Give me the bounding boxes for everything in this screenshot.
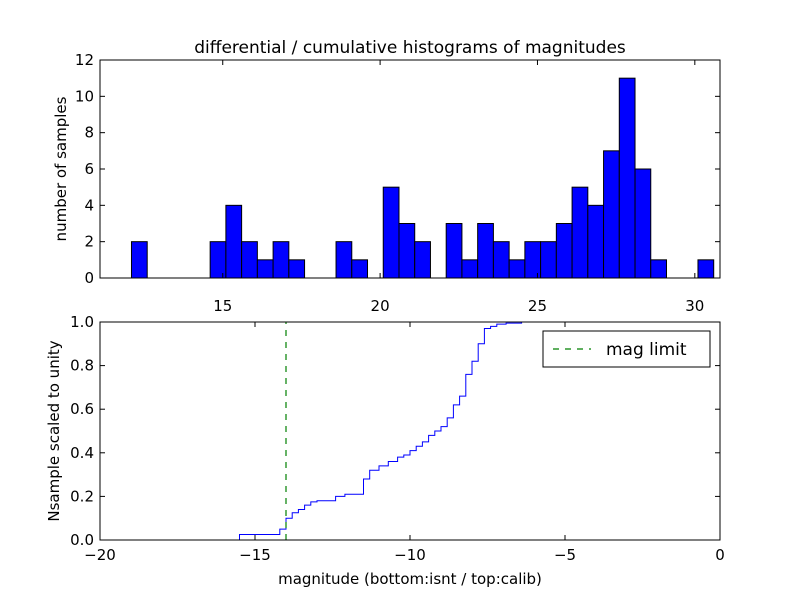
y-tick-label: 10	[75, 87, 94, 105]
y-tick-label: 4	[84, 196, 94, 214]
y-tick-label: 0	[84, 269, 94, 287]
histogram-bar	[351, 259, 369, 279]
bottom-y-axis-label: Nsample scaled to unity	[45, 340, 63, 521]
x-tick-label: −20	[84, 546, 116, 564]
bottom-plot-frame	[99, 321, 721, 541]
legend-label-mag-limit: mag limit	[606, 340, 687, 360]
histogram-bar	[288, 259, 306, 279]
x-tick-label: 20	[371, 297, 390, 315]
histogram-bar	[697, 259, 715, 279]
x-tick-label: 0	[715, 546, 725, 564]
histogram-bar	[209, 241, 227, 279]
x-tick-label: 25	[528, 297, 547, 315]
cumulative-lines	[100, 321, 720, 541]
histogram-bar	[524, 241, 542, 279]
y-tick-label: 0.2	[70, 487, 94, 505]
y-tick-label: 8	[84, 124, 94, 142]
histogram-bar	[540, 241, 557, 279]
top-y-axis-label: number of samples	[52, 96, 70, 241]
x-tick-label: 15	[213, 297, 232, 315]
histogram-bar	[130, 241, 148, 279]
cumulative-step-line	[100, 321, 720, 541]
histogram-bar	[225, 204, 243, 279]
x-tick-label: −5	[554, 546, 576, 564]
bottom-cumulative-panel: 0.0 0.2 0.4 0.6 0.8 1.0 −20 −15 −10 −5 0 Nsample …	[45, 313, 725, 588]
histogram-bar	[256, 259, 274, 279]
y-tick-label: 6	[84, 160, 94, 178]
y-tick-label: 0.6	[70, 400, 94, 418]
top-x-ticks: 15 20 25 30	[213, 60, 704, 315]
top-plot-frame	[99, 59, 721, 279]
histogram-bar	[272, 241, 290, 279]
histogram-bar	[555, 223, 573, 279]
histogram-bar	[650, 259, 667, 279]
bottom-x-ticks: −20 −15 −10 −5 0	[84, 322, 725, 564]
y-tick-label: 0.0	[70, 531, 94, 549]
y-tick-label: 2	[84, 233, 94, 251]
histogram-bar	[461, 259, 479, 279]
histogram-bar	[571, 186, 589, 279]
top-histogram-panel: differential / cumulative histograms of …	[52, 38, 721, 315]
histogram-bar	[477, 223, 494, 279]
x-tick-label: −10	[394, 546, 426, 564]
histogram-bar	[618, 77, 636, 279]
histogram-bar	[492, 241, 510, 279]
histogram-bar	[414, 241, 431, 279]
histogram-bar	[508, 259, 526, 279]
legend: mag limit	[542, 330, 711, 368]
histogram-bar	[398, 223, 416, 279]
x-tick-label: 30	[685, 297, 704, 315]
histogram-bar	[241, 241, 258, 279]
bottom-y-ticks: 0.0 0.2 0.4 0.6 0.8 1.0	[70, 313, 720, 549]
histogram-bars	[130, 77, 715, 279]
chart-title: differential / cumulative histograms of …	[194, 38, 626, 58]
histogram-bar	[634, 168, 652, 279]
y-tick-label: 0.4	[70, 444, 94, 462]
histogram-bar	[382, 186, 400, 279]
histogram-bar	[603, 150, 620, 279]
bottom-x-axis-label: magnitude (bottom:isnt / top:calib)	[278, 570, 542, 588]
y-tick-label: 0.8	[70, 357, 94, 375]
y-tick-label: 1.0	[70, 313, 94, 331]
histogram-bar	[587, 204, 605, 279]
x-tick-label: −15	[239, 546, 271, 564]
histogram-bar	[445, 223, 463, 279]
histogram-bar	[335, 241, 353, 279]
y-tick-label: 12	[75, 51, 94, 69]
